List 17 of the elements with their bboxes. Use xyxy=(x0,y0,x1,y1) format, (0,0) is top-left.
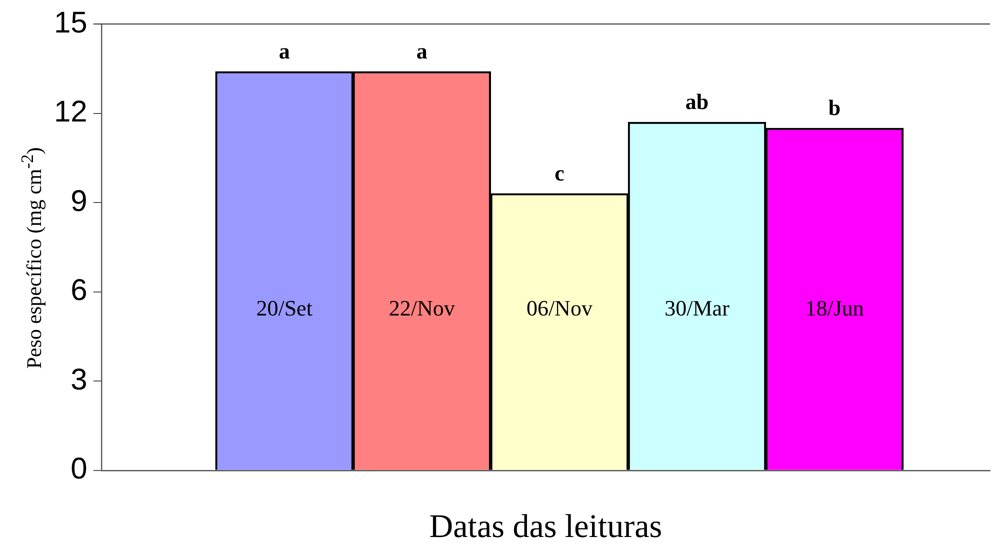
x-tick-label: 18/Jun xyxy=(805,295,864,320)
x-axis-title: Datas das leituras xyxy=(429,508,662,545)
y-tick-label: 0 xyxy=(70,452,88,486)
y-tick-label: 6 xyxy=(70,274,88,308)
y-tick-label: 3 xyxy=(70,363,88,396)
annotation: b xyxy=(828,94,841,120)
y-tick-label: 9 xyxy=(70,184,88,218)
annotation: a xyxy=(278,38,290,64)
x-tick-label: 30/Mar xyxy=(664,295,730,320)
annotation: c xyxy=(554,160,565,186)
y-tick-label: 15 xyxy=(54,6,88,40)
x-tick-label: 06/Nov xyxy=(526,295,592,320)
annotation: ab xyxy=(685,88,709,114)
x-tick-label: 20/Set xyxy=(256,295,312,320)
annotation: a xyxy=(416,38,428,64)
y-tick-label: 12 xyxy=(54,96,88,129)
x-tick-label: 22/Nov xyxy=(388,295,455,320)
